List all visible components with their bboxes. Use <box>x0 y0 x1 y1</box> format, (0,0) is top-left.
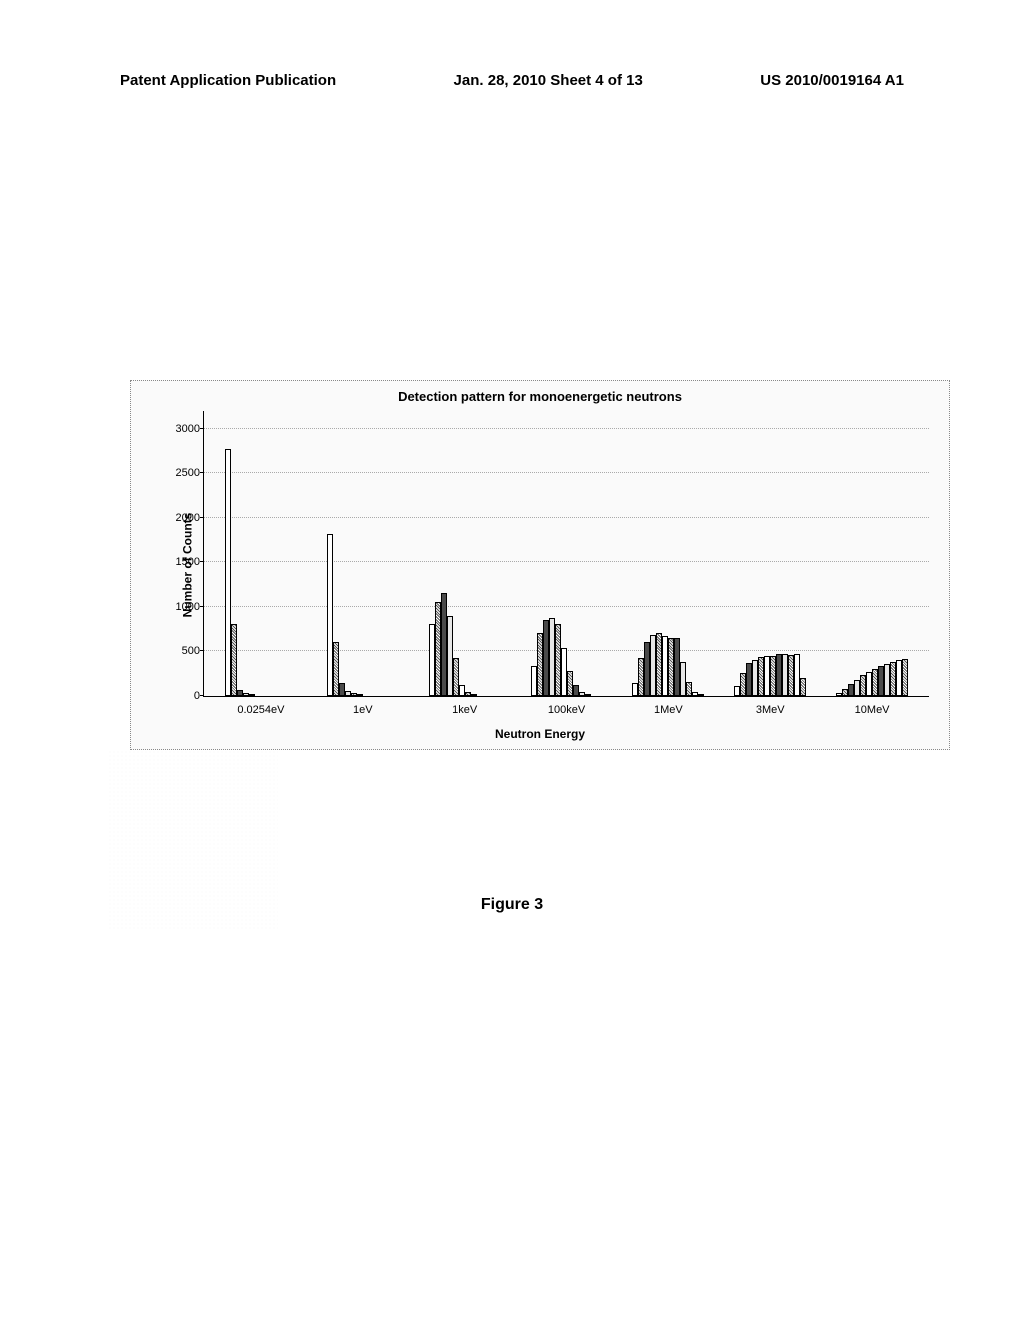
bar-group <box>836 659 908 696</box>
x-tick-label: 3MeV <box>756 704 785 716</box>
bar-group <box>429 593 501 697</box>
bar <box>231 624 237 696</box>
bar <box>902 659 908 696</box>
x-tick-label: 100keV <box>548 704 585 716</box>
chart-title: Detection pattern for monoenergetic neut… <box>131 389 949 404</box>
y-tick-label: 500 <box>164 645 200 657</box>
bar <box>357 694 363 696</box>
bar-group <box>632 633 704 696</box>
header-right: US 2010/0019164 A1 <box>760 72 904 89</box>
y-tick-label: 3000 <box>164 423 200 435</box>
bar <box>471 694 477 696</box>
y-tick-label: 0 <box>164 690 200 702</box>
x-tick-label: 1MeV <box>654 704 683 716</box>
bar-group <box>225 449 297 697</box>
figure-label: Figure 3 <box>0 896 1024 914</box>
gridline <box>204 517 929 518</box>
bar <box>698 694 704 696</box>
bar <box>585 694 591 696</box>
gridline <box>204 472 929 473</box>
y-tick-label: 2000 <box>164 512 200 524</box>
x-tick-label: 0.0254eV <box>237 704 284 716</box>
x-tick-label: 10MeV <box>855 704 890 716</box>
x-tick-label: 1keV <box>452 704 477 716</box>
header-center: Jan. 28, 2010 Sheet 4 of 13 <box>454 72 643 89</box>
x-tick-label: 1eV <box>353 704 373 716</box>
bar <box>249 694 255 696</box>
chart-container: Detection pattern for monoenergetic neut… <box>130 380 950 750</box>
y-tick-label: 1000 <box>164 601 200 613</box>
bar-group <box>327 534 399 696</box>
gridline <box>204 606 929 607</box>
gridline <box>204 561 929 562</box>
bar-group <box>734 654 806 696</box>
header-left: Patent Application Publication <box>120 72 336 89</box>
y-tick-label: 1500 <box>164 556 200 568</box>
bar-group <box>531 618 603 696</box>
gridline <box>204 428 929 429</box>
y-tick-mark <box>200 695 204 696</box>
plot-area: 0500100015002000250030000.0254eV1eV1keV1… <box>203 411 929 697</box>
x-axis-label: Neutron Energy <box>131 727 949 741</box>
y-tick-label: 2500 <box>164 467 200 479</box>
bar <box>800 678 806 696</box>
